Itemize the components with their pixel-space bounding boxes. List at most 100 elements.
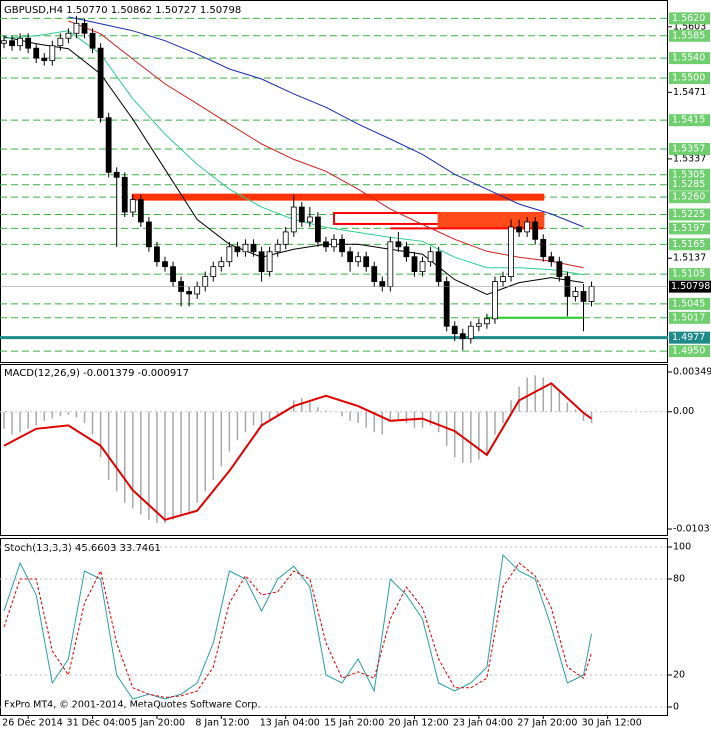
stoch-line <box>3 562 592 698</box>
level-label-box <box>669 12 710 25</box>
last-price-box <box>669 280 711 293</box>
candle-body <box>532 221 539 240</box>
level-label: 1.5415 <box>672 115 705 126</box>
x-tick-label: 26 Dec 2014 <box>2 718 63 729</box>
main-panel <box>0 0 668 363</box>
candle-body <box>451 325 458 335</box>
stoch-title: Stoch(13,3,3) 45.6603 33.7461 <box>4 543 161 554</box>
candle-body <box>194 286 201 295</box>
candle-body <box>492 281 498 320</box>
candle-body <box>355 256 362 263</box>
candle-body <box>274 243 281 253</box>
candle-body <box>154 246 160 263</box>
zone-band <box>131 193 545 201</box>
candle-body <box>306 216 313 223</box>
candle-body <box>113 171 120 178</box>
level-label: 1.5305 <box>672 169 705 180</box>
candle-body <box>129 199 136 213</box>
x-tick-label: 20 Jan 12:00 <box>388 718 448 729</box>
candle-body <box>258 251 265 273</box>
level-label-box <box>669 331 710 344</box>
level-label: 1.5260 <box>672 192 705 203</box>
level-label: 1.5225 <box>672 209 705 220</box>
y-tick-label: 1.5471 <box>673 87 706 98</box>
x-tick-label: 8 Jan 12:00 <box>195 718 249 729</box>
level-label-box <box>669 142 710 155</box>
candle-body <box>162 261 168 268</box>
last-price-label: 1.50798 <box>671 281 710 292</box>
level-label: 1.5285 <box>672 179 705 190</box>
candle-body <box>105 117 112 173</box>
candle-body <box>459 333 466 340</box>
candle-body <box>347 251 353 263</box>
candle-body <box>467 325 474 340</box>
y-tick-label: 80 <box>673 574 685 585</box>
macd-signal <box>3 382 593 521</box>
candle-body <box>81 22 88 34</box>
level-label: 1.5585 <box>672 30 705 41</box>
level-label-box <box>669 191 710 204</box>
candle-body <box>315 216 321 243</box>
moving-average <box>3 30 584 276</box>
candle-body <box>57 37 64 47</box>
candle-body <box>234 246 241 253</box>
y-tick-label: 0.00 <box>673 406 694 417</box>
candle-body <box>210 266 217 277</box>
candle-body <box>89 32 96 49</box>
candle-body <box>540 238 547 258</box>
candle-body <box>73 22 80 34</box>
candle-body <box>411 256 418 273</box>
candle-body <box>387 241 394 287</box>
candle-body <box>41 57 48 61</box>
y-tick-label: 1.5337 <box>673 153 706 164</box>
candle-body <box>137 199 144 223</box>
candle-body <box>145 221 152 248</box>
candle-body <box>443 281 450 327</box>
level-label-box <box>669 311 710 324</box>
x-tick-label: 15 Jan 20:00 <box>324 718 384 729</box>
candle-body <box>435 251 442 282</box>
candle-body <box>226 246 233 263</box>
candle-body <box>323 241 329 248</box>
level-label: 1.4977 <box>672 332 705 343</box>
level-label-box <box>669 268 710 281</box>
candle-body <box>242 243 249 253</box>
level-label-box <box>669 238 710 251</box>
candle-body <box>500 276 506 282</box>
candle-body <box>331 238 337 248</box>
candle-body <box>266 251 273 273</box>
candle-body <box>49 45 56 61</box>
x-tick-label: 5 Jan 20:00 <box>131 718 185 729</box>
candle-body <box>588 286 595 302</box>
macd-title: MACD(12,26,9) -0.001379 -0.000917 <box>4 368 189 379</box>
level-label: 1.5500 <box>672 72 705 83</box>
footer: FxPro MT4, © 2001-2014, MetaQuotes Softw… <box>4 700 260 711</box>
level-label: 1.5620 <box>672 13 705 24</box>
candle-body <box>427 251 434 263</box>
candle-body <box>548 256 555 263</box>
candle-body <box>363 256 370 268</box>
stoch-line <box>3 553 592 700</box>
candle-body <box>33 47 40 59</box>
y-tick-label: 0.003497 <box>673 366 711 377</box>
candle-body <box>524 221 531 233</box>
zone-band <box>437 212 545 228</box>
x-tick-label: 27 Jan 20:00 <box>517 718 577 729</box>
candle-body <box>121 176 128 213</box>
level-label: 1.5357 <box>672 143 705 154</box>
level-label-box <box>669 222 710 235</box>
candle-body <box>250 243 257 253</box>
candle-body <box>339 238 345 253</box>
candle-body <box>419 261 426 273</box>
candle-body <box>1 40 7 44</box>
moving-average <box>68 20 584 269</box>
level-label-box <box>669 71 710 84</box>
moving-average <box>3 36 584 296</box>
level-label-box <box>669 178 710 191</box>
y-tick-label: 1.5137 <box>673 253 706 264</box>
candle-body <box>572 291 579 297</box>
level-label: 1.5540 <box>672 53 705 64</box>
candle-body <box>475 323 482 327</box>
candle-body <box>484 318 490 325</box>
